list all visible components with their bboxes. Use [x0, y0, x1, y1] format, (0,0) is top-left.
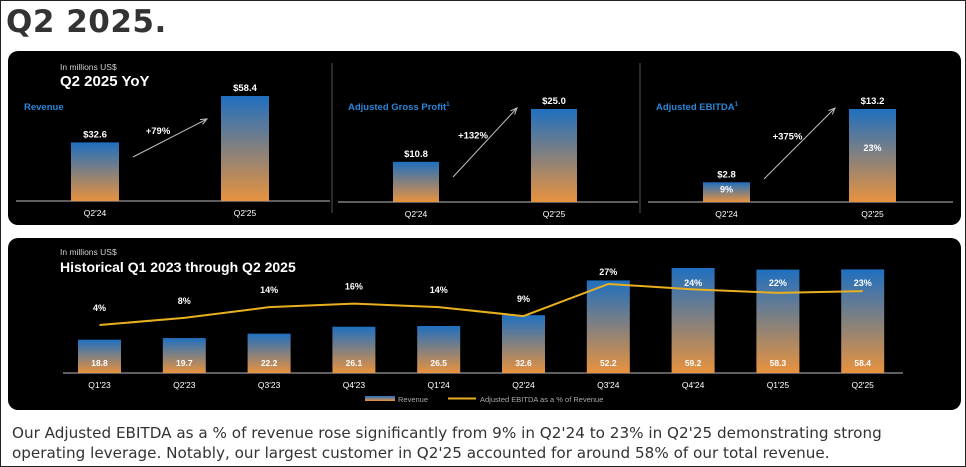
historical-panel: In millions US$ Historical Q1 2023 throug… — [8, 238, 961, 410]
bar-value-label: $32.6 — [83, 129, 107, 140]
bar-value-label: $10.8 — [404, 149, 428, 160]
x-tick-label: Q2'24 — [715, 209, 738, 219]
ebitda-margin-line — [99, 282, 863, 326]
growth-label: +375% — [773, 132, 803, 143]
bar-value-label: $58.4 — [233, 83, 257, 94]
bar-value-label: $2.8 — [717, 169, 736, 180]
x-tick-label: Q3'24 — [597, 380, 620, 390]
x-tick-label: Q2'24 — [405, 209, 428, 219]
revenue-value-label: 32.6 — [515, 358, 532, 368]
x-tick-label: Q2'25 — [861, 209, 884, 219]
x-tick-label: Q2'24 — [512, 380, 535, 390]
footnote-marker: 1 — [735, 102, 739, 108]
ebitda-margin-label: 9% — [517, 294, 530, 304]
x-tick-label: Q1'24 — [427, 380, 450, 390]
bar-value-label: $25.0 — [542, 96, 566, 107]
x-tick-label: Q4'23 — [343, 380, 366, 390]
bar — [393, 161, 439, 202]
bar — [221, 96, 269, 201]
metric-label: Revenue — [24, 102, 64, 113]
page-title: Q2 2025. — [6, 4, 167, 40]
revenue-value-label: 58.4 — [854, 358, 871, 368]
x-tick-label: Q3'23 — [258, 380, 281, 390]
bar — [71, 142, 119, 201]
margin-label: 23% — [863, 143, 881, 153]
revenue-value-label: 59.2 — [685, 358, 702, 368]
historical-title: Historical Q1 2023 through Q2 2025 — [60, 259, 296, 275]
revenue-bar — [586, 280, 630, 373]
x-tick-label: Q2'25 — [234, 208, 257, 218]
margin-label: 9% — [720, 184, 733, 194]
growth-arrow — [763, 107, 836, 180]
x-tick-label: Q1'25 — [767, 380, 790, 390]
x-tick-label: Q2'25 — [543, 209, 566, 219]
revenue-bar — [332, 326, 376, 373]
revenue-bar — [502, 315, 545, 373]
growth-arrow-head — [828, 107, 836, 115]
growth-arrow-head — [510, 107, 518, 115]
legend-bar-swatch — [365, 396, 395, 401]
ebitda-margin-label: 16% — [345, 282, 363, 292]
bar — [531, 109, 577, 202]
ebitda-margin-label: 8% — [178, 296, 191, 306]
x-tick-label: Q2'25 — [851, 380, 874, 390]
revenue-value-label: 18.8 — [91, 358, 108, 368]
revenue-bar — [671, 268, 715, 373]
historical-chart: In millions US$ Historical Q1 2023 throug… — [60, 247, 903, 404]
legend-revenue-label: Revenue — [398, 395, 428, 404]
revenue-value-label: 19.7 — [176, 358, 193, 368]
x-tick-label: Q1'23 — [88, 380, 111, 390]
x-tick-label: Q2'23 — [173, 380, 196, 390]
revenue-value-label: 26.5 — [430, 358, 447, 368]
metric-label: Adjusted Gross Profit1 — [348, 102, 450, 113]
yoy-charts: In millions US$Q2 2025 YoY Revenue $32.6 Q2… — [16, 62, 953, 219]
ebitda-margin-label: 23% — [854, 278, 872, 288]
ebitda-margin-label: 24% — [684, 278, 702, 288]
yoy-panel: In millions US$ Q2 2025 YoY Revenue $32.6 Q2… — [8, 51, 961, 225]
revenue-bar — [162, 338, 206, 373]
growth-arrow — [452, 107, 518, 178]
growth-label: +79% — [146, 126, 171, 137]
legend-ebitda-label: Adjusted EBITDA as a % of Revenue — [480, 395, 603, 404]
ebitda-margin-label: 14% — [430, 285, 448, 295]
revenue-value-label: 58.3 — [770, 358, 787, 368]
revenue-bar — [841, 269, 885, 373]
ebitda-margin-label: 27% — [599, 267, 617, 277]
metric-label: Adjusted EBITDA1 — [656, 102, 739, 113]
revenue-value-label: 22.2 — [261, 358, 278, 368]
revenue-bar — [78, 339, 121, 373]
revenue-bar — [247, 333, 291, 373]
unit-note: In millions US$ — [60, 247, 117, 257]
bar-value-label: $13.2 — [861, 96, 885, 107]
growth-arrow — [132, 118, 208, 158]
revenue-value-label: 52.2 — [600, 358, 617, 368]
x-tick-label: Q2'24 — [84, 208, 107, 218]
ebitda-margin-label: 22% — [769, 278, 787, 288]
bar — [703, 182, 750, 202]
ebitda-margin-label: 14% — [260, 285, 278, 295]
revenue-value-label: 26.1 — [346, 358, 363, 368]
yoy-title: Q2 2025 YoY — [60, 73, 150, 90]
revenue-bar — [756, 269, 800, 373]
footnote-marker: 1 — [446, 102, 450, 108]
growth-label: +132% — [458, 131, 488, 142]
ebitda-margin-label: 4% — [93, 303, 106, 313]
growth-arrow-head — [199, 118, 209, 125]
revenue-bar — [417, 325, 461, 373]
footnote-text: Our Adjusted EBITDA as a % of revenue ro… — [12, 424, 882, 462]
unit-note: In millions US$ — [60, 62, 117, 72]
bar — [849, 109, 896, 202]
x-tick-label: Q4'24 — [682, 380, 705, 390]
